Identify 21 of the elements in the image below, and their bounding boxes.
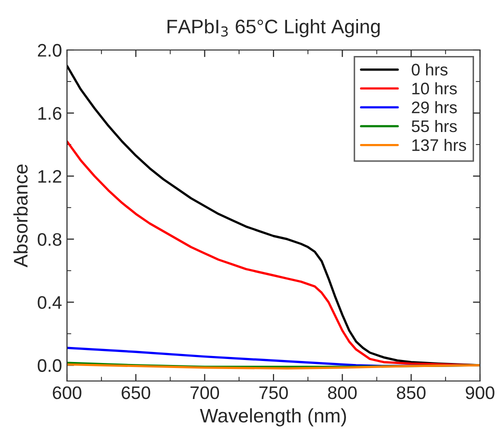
x-tick-label: 800 bbox=[328, 386, 357, 400]
x-tick-label: 700 bbox=[190, 386, 220, 400]
legend-label: 10 hrs bbox=[412, 82, 457, 94]
y-tick-label: 2.0 bbox=[38, 44, 62, 57]
chart-title: FAPbI$_{3}$ 65°C Light Aging bbox=[168, 19, 380, 38]
x-axis-title: Wavelength (nm) bbox=[200, 408, 346, 426]
x-tick-label: 900 bbox=[466, 386, 494, 400]
x-tick-label: 600 bbox=[52, 386, 82, 400]
y-tick-label: 1.6 bbox=[38, 106, 62, 120]
y-tick-label: 0.0 bbox=[38, 359, 62, 372]
x-tick-label: 750 bbox=[259, 386, 288, 400]
legend-label: 55 hrs bbox=[412, 120, 457, 132]
legend-label: 29 hrs bbox=[412, 101, 457, 114]
legend-label: 137 hrs bbox=[412, 138, 466, 152]
x-tick-label: 650 bbox=[122, 386, 150, 400]
y-axis-title: Absorbance bbox=[13, 164, 28, 268]
x-tick-label: 850 bbox=[396, 386, 426, 400]
legend-label: 0 hrs bbox=[412, 63, 448, 76]
y-tick-label: 0.4 bbox=[38, 296, 62, 309]
y-tick-label: 0.8 bbox=[38, 233, 62, 246]
y-tick-label: 1.2 bbox=[38, 170, 62, 183]
